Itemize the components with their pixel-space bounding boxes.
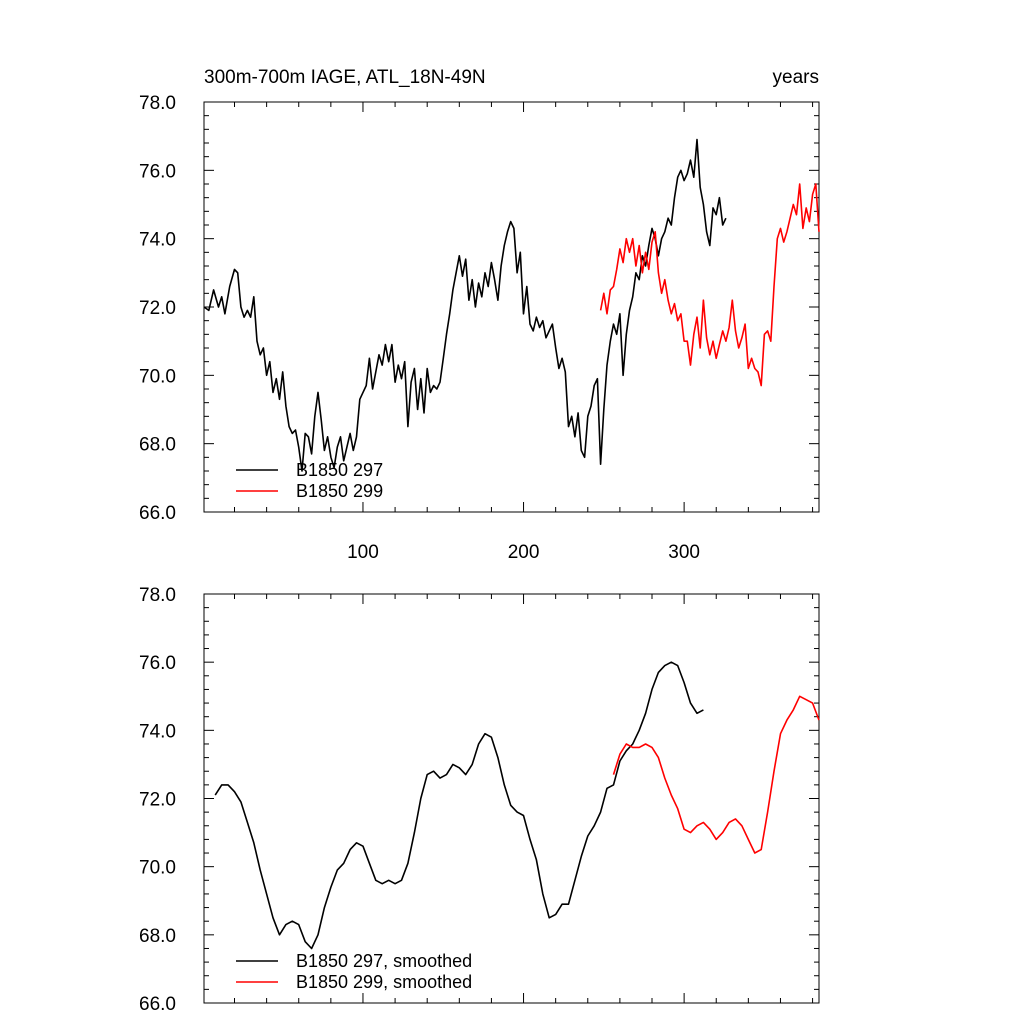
top-y-tick-label: 78.0 [139,93,176,114]
bottom-y-tick-label: 68.0 [139,926,176,947]
bottom-y-tick-label: 76.0 [139,653,176,674]
top-legend-label-2: B1850 299 [296,481,383,501]
top-x-tick-label: 100 [347,542,379,563]
top-series-line-1 [203,138,727,472]
chart-title: 300m-700m IAGE, ATL_18N-49N [204,67,486,88]
bottom-series-line-2 [612,695,820,854]
bottom-y-tick-label: 70.0 [139,858,176,879]
bottom-legend-label-2: B1850 299, smoothed [296,972,472,992]
bottom-legend-label-1: B1850 297, smoothed [296,951,472,971]
top-panel: 66.0 68.0 70.0 72.0 74.0 76.0 78.0 100 200 300 B18… [139,93,820,563]
top-series-line-2 [599,183,820,387]
top-y-tick-label: 70.0 [139,366,176,387]
bottom-series-line-1 [214,661,704,950]
top-x-tick-label: 300 [668,542,700,563]
bottom-y-tick-label: 72.0 [139,790,176,811]
bottom-y-tick-label: 74.0 [139,721,176,742]
bottom-panel: 66.0 68.0 70.0 72.0 74.0 76.0 78.0 B1850 297, s… [139,585,820,1015]
chart-time-unit: years [773,67,819,88]
top-plot-frame [203,101,820,513]
top-x-tick-label: 200 [508,542,540,563]
bottom-y-tick-label: 66.0 [139,994,176,1015]
bottom-y-tick-label: 78.0 [139,585,176,606]
top-y-tick-label: 74.0 [139,230,176,251]
top-y-tick-label: 68.0 [139,435,176,456]
top-y-tick-label: 72.0 [139,298,176,319]
bottom-plot-frame [203,593,820,1004]
top-y-tick-label: 66.0 [139,503,176,524]
top-legend-label-1: B1850 297 [296,460,383,480]
top-y-tick-label: 76.0 [139,161,176,182]
